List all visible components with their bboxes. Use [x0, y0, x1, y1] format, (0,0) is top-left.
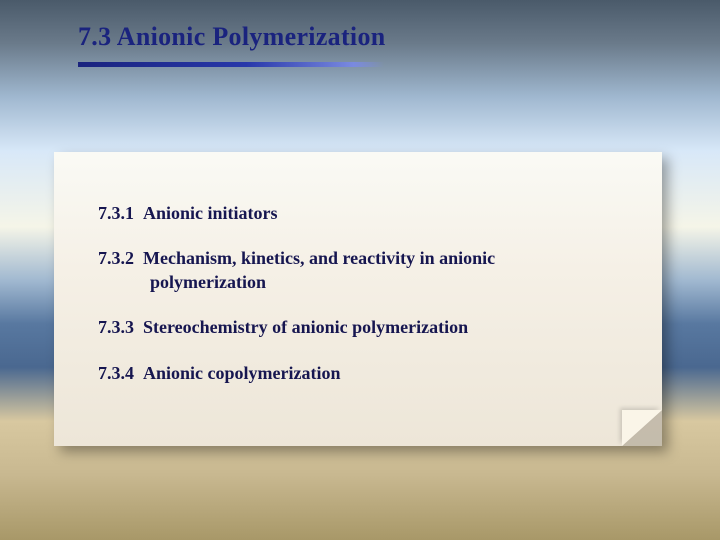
outline-text: Anionic initiators	[143, 203, 278, 223]
slide-title: 7.3 Anionic Polymerization	[78, 22, 386, 52]
outline-text: Stereochemistry of anionic polymerizatio…	[143, 317, 468, 337]
outline-text: Anionic copolymerization	[143, 363, 340, 383]
outline-number: 7.3.2	[98, 248, 134, 268]
outline-number: 7.3.3	[98, 317, 134, 337]
page-curl-icon	[622, 410, 662, 446]
title-block: 7.3 Anionic Polymerization	[78, 22, 386, 52]
title-underline	[78, 62, 384, 67]
outline-number: 7.3.4	[98, 363, 134, 383]
slide: 7.3 Anionic Polymerization 7.3.1 Anionic…	[0, 0, 720, 540]
content-list: 7.3.1 Anionic initiators 7.3.2 Mechanism…	[54, 152, 662, 427]
content-panel: 7.3.1 Anionic initiators 7.3.2 Mechanism…	[54, 152, 662, 446]
outline-item: 7.3.3 Stereochemistry of anionic polymer…	[98, 316, 634, 339]
outline-item: 7.3.4 Anionic copolymerization	[98, 362, 634, 385]
outline-text-cont: polymerization	[98, 271, 634, 294]
outline-number: 7.3.1	[98, 203, 134, 223]
outline-item: 7.3.2 Mechanism, kinetics, and reactivit…	[98, 247, 634, 294]
outline-text: Mechanism, kinetics, and reactivity in a…	[143, 248, 495, 268]
outline-item: 7.3.1 Anionic initiators	[98, 202, 634, 225]
